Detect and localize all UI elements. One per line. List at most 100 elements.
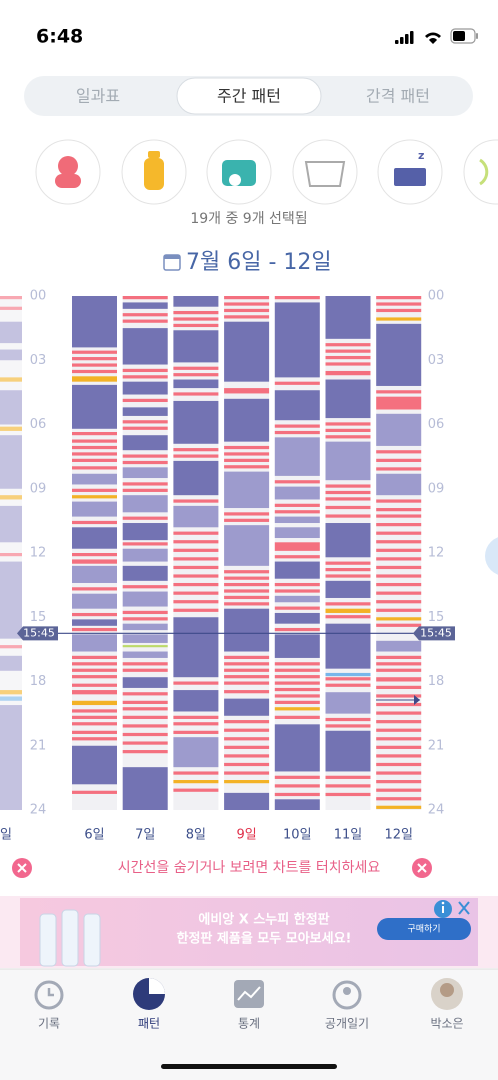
scroll-handle[interactable] [485, 536, 498, 576]
activity-segment [376, 317, 422, 321]
activity-segment [376, 694, 422, 698]
day-label: 10일 [283, 828, 312, 843]
activity-segment [224, 315, 270, 319]
activity-segment [224, 745, 270, 749]
activity-segment [72, 593, 117, 609]
activity-segment [376, 540, 422, 544]
activity-segment [274, 582, 320, 587]
activity-segment [0, 655, 22, 671]
ad-title: 에비앙 X 스누피 한정판 [198, 912, 329, 928]
activity-segment [173, 540, 219, 544]
ad-button[interactable] [377, 918, 471, 940]
activity-segment [376, 413, 422, 446]
activity-segment [72, 709, 117, 713]
activity-segment [173, 392, 219, 396]
activity-segment [376, 711, 422, 715]
activity-segment [376, 762, 422, 767]
activity-segment [325, 422, 371, 426]
activity-segment [0, 645, 22, 649]
day-column [0, 296, 22, 810]
activity-segment [72, 662, 117, 666]
hour-label: 03 [30, 353, 47, 368]
activity-segment [122, 692, 168, 696]
activity-segment [274, 527, 320, 539]
activity-segment [72, 458, 117, 462]
tab[interactable]: 일과표 [76, 87, 120, 106]
tab[interactable]: 간격 패턴 [366, 87, 430, 106]
nav-label[interactable]: 공개일기 [325, 1017, 369, 1031]
pattern-chart[interactable]: 일 6일 7일 8일 9일 10일 11일 12일 00 00 03 03 06 06 09 09 12 12 15… [0, 289, 455, 843]
tab-selected[interactable] [176, 77, 322, 115]
activity-segment [72, 439, 117, 443]
activity-segment [376, 771, 422, 775]
activity-segment [72, 452, 117, 456]
activity-segment [173, 737, 219, 768]
tab[interactable]: 주간 패턴 [217, 87, 281, 106]
activity-segment [224, 780, 270, 784]
nav-label[interactable]: 기록 [38, 1017, 60, 1031]
activity-segment [0, 377, 22, 382]
hour-label: 15 [428, 610, 445, 625]
activity-segment [224, 576, 270, 580]
activity-segment [122, 435, 168, 451]
hour-label: 18 [30, 674, 47, 689]
activity-segment [224, 512, 270, 516]
activity-segment [325, 574, 371, 578]
activity-segment [325, 784, 371, 788]
activity-segment [274, 561, 320, 579]
activity-segment [72, 376, 117, 382]
activity-segment [376, 668, 422, 672]
activity-segment [325, 730, 371, 772]
activity-segment [173, 582, 219, 587]
nav-icons[interactable] [34, 978, 463, 1010]
category-icons[interactable]: z [35, 139, 498, 205]
activity-segment [122, 368, 168, 373]
nav-label[interactable]: 통계 [238, 1017, 260, 1031]
activity-segment [72, 565, 117, 583]
activity-segment [0, 696, 22, 701]
activity-segment [72, 634, 117, 652]
home-indicator [161, 1064, 337, 1069]
ad-button-label[interactable]: 구매하기 [407, 924, 440, 935]
activity-segment [376, 662, 422, 666]
activity-segment [376, 685, 422, 689]
activity-segment [122, 488, 168, 492]
activity-segment [72, 445, 117, 450]
hour-label: 12 [428, 546, 445, 561]
activity-segment [274, 681, 320, 685]
activity-segment [173, 548, 219, 552]
hour-label: 15 [30, 610, 47, 625]
activity-segment [376, 600, 422, 604]
activity-segment [72, 619, 117, 626]
close-icon [417, 863, 427, 873]
activity-segment [122, 623, 168, 631]
activity-segment [325, 677, 371, 681]
hour-label: 09 [30, 481, 47, 496]
activity-segment [122, 668, 168, 672]
nav-label[interactable]: 패턴 [138, 1017, 160, 1031]
activity-segment [72, 612, 117, 617]
activity-segment [0, 435, 22, 489]
nav-label[interactable]: 박소은 [430, 1017, 463, 1031]
activity-segment [274, 662, 320, 666]
activity-segment [224, 662, 270, 666]
activity-segment [72, 495, 117, 499]
activity-segment [224, 595, 270, 600]
activity-segment [72, 587, 117, 591]
activity-segment [325, 608, 371, 613]
day-label: 7일 [135, 828, 155, 843]
activity-segment [224, 698, 270, 716]
activity-segment [72, 350, 117, 354]
activity-segment [325, 602, 371, 606]
time-badge [17, 626, 58, 641]
day-column [122, 296, 168, 810]
activity-segment [376, 458, 422, 462]
activity-segment [173, 557, 219, 561]
activity-segment [72, 700, 117, 706]
activity-segment [325, 362, 371, 366]
day-column [274, 296, 320, 810]
activity-segment [376, 702, 422, 707]
activity-segment [0, 349, 22, 361]
ad-controls[interactable] [434, 900, 470, 918]
activity-segment [173, 373, 219, 377]
